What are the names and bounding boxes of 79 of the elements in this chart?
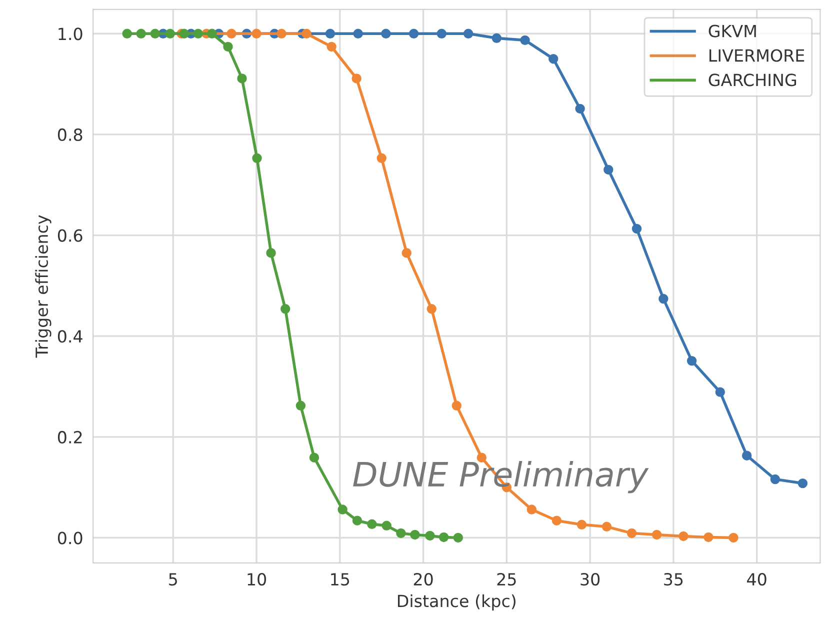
point (492, 33, 502, 44)
point (426, 304, 436, 314)
y-tick-label: 0.6 (58, 229, 82, 242)
y-tick-label: 1.0 (58, 28, 82, 40)
point (658, 294, 668, 304)
point (425, 530, 435, 541)
point (280, 304, 290, 314)
point (223, 42, 233, 52)
point (122, 28, 132, 38)
y-tick-label: 0.2 (58, 430, 82, 444)
point (302, 28, 312, 38)
point (678, 531, 688, 542)
point (136, 28, 146, 38)
point (526, 504, 537, 514)
y-tick-label: 0.8 (58, 128, 82, 142)
point (798, 478, 808, 488)
x-tick-label: 20 (414, 572, 433, 586)
point (576, 520, 587, 530)
point (150, 28, 160, 38)
x-tick-label: 15 (331, 573, 350, 586)
point (276, 28, 286, 38)
legend-label: LIVERMORE (710, 49, 804, 62)
point (686, 356, 697, 366)
point (602, 522, 612, 532)
point (326, 42, 336, 52)
point (436, 28, 446, 38)
point (193, 28, 203, 38)
x-tick-label: 40 (747, 572, 766, 586)
x-tick-label: 35 (664, 572, 683, 586)
point (237, 74, 247, 84)
point (367, 519, 377, 529)
y-tick-label: 0.4 (58, 330, 82, 343)
x-tick-label: 30 (580, 572, 600, 586)
point (396, 528, 406, 538)
point (742, 450, 752, 460)
legend-label: GKVM (708, 24, 756, 38)
point (408, 28, 419, 38)
point (338, 504, 348, 514)
point (207, 28, 217, 38)
y-axis-title: Trigger efficiency (35, 215, 52, 358)
point (382, 520, 392, 531)
point (715, 387, 725, 397)
point (381, 28, 391, 38)
point (266, 248, 276, 258)
point (604, 164, 614, 175)
x-tick-label: 25 (497, 572, 516, 586)
point (548, 54, 558, 64)
point (575, 104, 585, 114)
point (309, 452, 320, 462)
point (552, 516, 562, 526)
point (252, 153, 262, 164)
x-tick-label: 10 (248, 572, 266, 586)
point (438, 532, 449, 542)
point (632, 224, 642, 234)
x-axis-title: Distance (kpc) (398, 594, 516, 610)
legend-label: GARCHING (708, 74, 796, 86)
point (325, 28, 336, 38)
point (463, 28, 474, 38)
point (352, 74, 362, 84)
point (353, 28, 363, 38)
point (770, 474, 780, 484)
point (520, 35, 530, 46)
point (376, 153, 386, 164)
point (410, 530, 420, 540)
point (179, 28, 189, 38)
point (626, 528, 637, 538)
point (704, 532, 714, 542)
point (652, 530, 662, 540)
point (352, 516, 362, 526)
point (728, 532, 738, 543)
point (165, 28, 175, 38)
point (252, 28, 262, 38)
point (453, 532, 463, 543)
point (452, 400, 462, 411)
point (296, 400, 306, 411)
y-tick-label: 0.0 (58, 532, 82, 544)
point (402, 248, 412, 258)
point (226, 28, 236, 38)
x-tick-label: 5 (169, 573, 177, 586)
